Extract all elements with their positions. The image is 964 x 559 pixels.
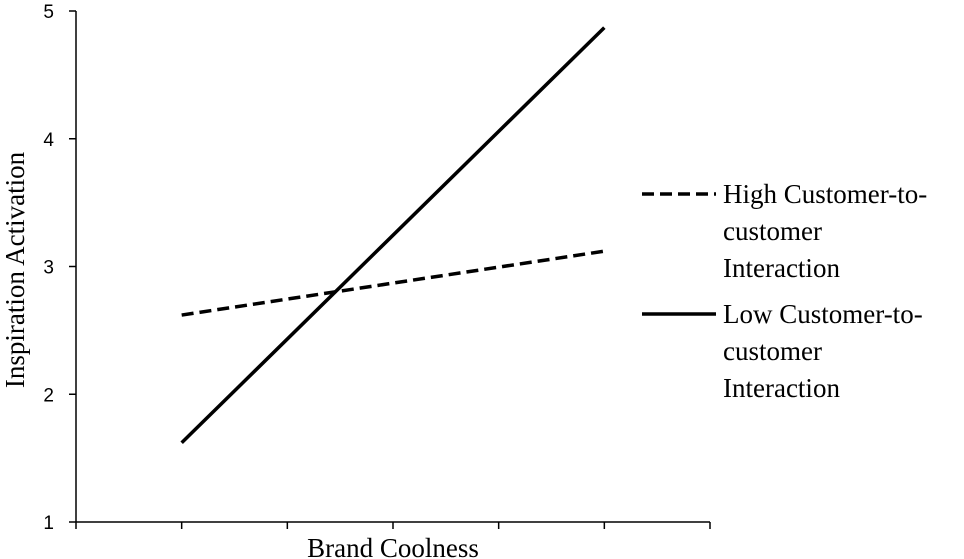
legend-label: customer [723, 336, 822, 366]
legend-label: High Customer-to- [723, 179, 927, 209]
legend: High Customer-to-customer Interaction Low … [642, 179, 927, 403]
legend-label: Interaction [723, 253, 840, 283]
y-tick-label: 5 [43, 2, 54, 23]
y-tick-label: 1 [43, 513, 54, 534]
x-axis-title: Brand Coolness [307, 533, 479, 559]
series-line-high-interaction [181, 249, 605, 317]
x-tick-group [75, 522, 711, 529]
series-line-low-interaction [180, 26, 606, 445]
y-axis: 1 2 3 4 5 [43, 2, 77, 534]
legend-label: Low Customer-to- [723, 299, 923, 329]
y-tick-group: 1 2 3 4 5 [43, 2, 76, 534]
y-tick-label: 2 [43, 385, 54, 406]
x-axis [75, 521, 711, 529]
y-tick-label: 4 [43, 130, 54, 151]
y-tick-label: 3 [43, 258, 54, 279]
legend-label: Interaction [723, 373, 840, 403]
y-axis-title: Inspiration Activation [0, 151, 30, 388]
legend-label: customer [723, 216, 822, 246]
series-group [180, 26, 606, 445]
